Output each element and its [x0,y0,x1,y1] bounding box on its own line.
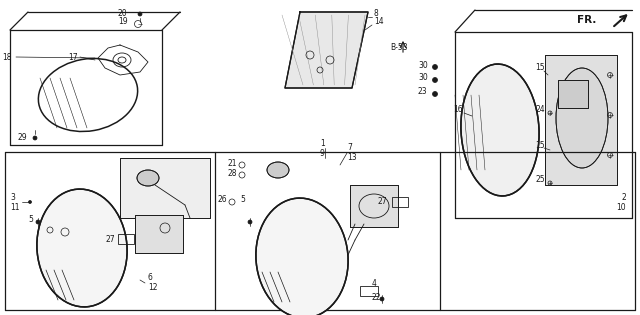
Text: 5: 5 [240,196,245,204]
Text: 16: 16 [453,106,463,114]
Text: 20: 20 [118,9,127,18]
Text: 28: 28 [228,169,237,177]
Bar [558,80,588,108]
Text: 10: 10 [616,203,626,213]
Text: 1: 1 [320,139,324,147]
Circle shape [433,91,438,96]
Circle shape [138,12,142,16]
Text: 18: 18 [2,53,12,61]
Bar [120,158,210,218]
Text: 3: 3 [10,192,15,202]
Bar [350,185,398,227]
Circle shape [33,136,37,140]
Text: 12: 12 [148,284,157,293]
Text: 21: 21 [228,158,237,168]
Text: 15: 15 [535,140,545,150]
Text: 8: 8 [374,9,379,19]
Text: 27: 27 [378,198,388,207]
Text: 25: 25 [535,175,545,185]
Text: 17: 17 [68,53,77,61]
Circle shape [36,220,40,224]
Text: 4: 4 [372,278,377,288]
Text: 6: 6 [148,273,153,283]
Text: 30: 30 [418,60,428,70]
Text: FR.: FR. [577,15,596,25]
Text: 19: 19 [118,18,127,26]
Bar [545,55,617,185]
Bar [118,234,134,244]
Text: B-53: B-53 [390,43,408,53]
Ellipse shape [556,68,608,168]
Text: 2: 2 [621,193,626,203]
Text: 30: 30 [418,73,428,83]
Ellipse shape [137,170,159,186]
Text: 15: 15 [535,64,545,72]
Circle shape [380,297,384,301]
Bar [120,158,210,218]
Bar [545,55,617,185]
Text: 11: 11 [10,203,19,211]
Ellipse shape [256,198,348,315]
Text: 24: 24 [535,106,545,114]
Bar [350,185,398,227]
Text: 5: 5 [28,215,33,225]
Text: 9: 9 [320,148,325,158]
Circle shape [433,77,438,83]
Text: 27: 27 [105,236,115,244]
Ellipse shape [37,189,127,307]
Text: 29: 29 [18,133,28,141]
Text: 7: 7 [347,144,352,152]
Text: 26: 26 [218,196,228,204]
Circle shape [248,220,252,224]
Text: 22: 22 [372,293,381,301]
Bar [135,215,183,253]
Text: 23: 23 [418,88,428,96]
Bar [135,215,183,253]
Polygon shape [285,12,368,88]
Text: 13: 13 [347,153,356,163]
Text: 14: 14 [374,18,383,26]
Circle shape [29,201,31,203]
Bar [392,197,408,207]
Bar [558,80,588,108]
Ellipse shape [461,64,539,196]
Circle shape [433,65,438,70]
Ellipse shape [267,162,289,178]
Bar [360,286,378,296]
